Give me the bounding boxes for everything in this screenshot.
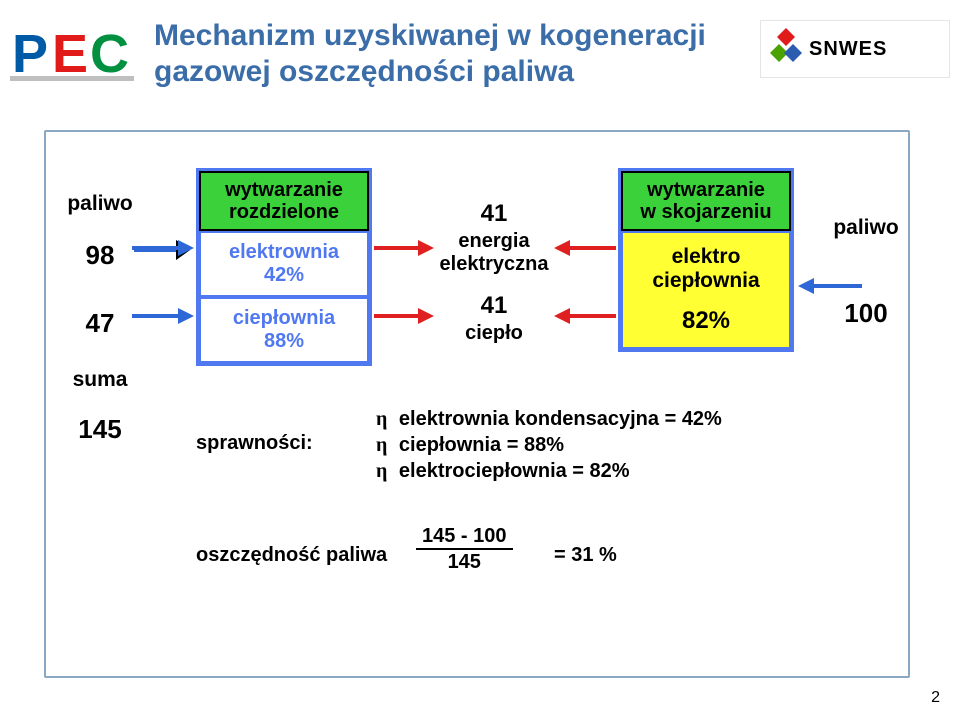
arrow-red-energy-icon — [374, 236, 438, 260]
cell-cieplownia: ciepłownia 88% — [199, 297, 369, 363]
cell-elektrownia-l2: 42% — [207, 264, 361, 287]
col-combined-header: wytwarzaniew skojarzeniu — [621, 171, 791, 231]
label-paliwo-left: paliwo — [60, 192, 140, 216]
pec-logo: P E C — [10, 16, 140, 88]
sum-value: 145 — [60, 414, 140, 445]
snwes-text: SNWES — [809, 38, 887, 61]
output-heat-l1: ciepło — [434, 322, 554, 345]
arrow-to-cieplownia-icon — [132, 304, 198, 328]
fuel-value-100: 100 — [826, 298, 906, 329]
output-energy-l1: energia — [434, 230, 554, 253]
snwes-diamonds-icon — [769, 26, 803, 72]
label-paliwo-right: paliwo — [826, 216, 906, 240]
savings-frac-den: 145 — [416, 550, 513, 572]
eff-line-2-text: ciepłownia = 88% — [399, 434, 564, 456]
eff-line-2: η ciepłownia = 88% — [376, 434, 564, 457]
slide-header: P E C Mechanizm uzyskiwanej w kogeneracj… — [10, 12, 950, 108]
cell-ec-l1: elektro — [629, 245, 783, 269]
eta-1: η — [376, 408, 387, 430]
cell-elektrownia: elektrownia 42% — [199, 231, 369, 297]
label-sprawnosci: sprawności: — [196, 432, 313, 455]
arrow-red-heat-icon — [374, 304, 438, 328]
diagram-panel: paliwo 98 47 suma 145 .arrow-blue::after… — [44, 130, 910, 678]
cell-cieplownia-l2: 88% — [207, 330, 361, 353]
pec-p: P — [12, 24, 48, 84]
eta-3: η — [376, 460, 387, 482]
arrow-to-elektrownia-icon — [132, 236, 198, 260]
pec-c: C — [90, 24, 129, 84]
slide-number: 2 — [931, 689, 940, 707]
fuel-value-47: 47 — [60, 308, 140, 339]
cell-ec-l3: 82% — [629, 307, 783, 335]
col-separated-header: wytwarzanierozdzielone — [199, 171, 369, 231]
cell-ec-l2: ciepłownia — [629, 269, 783, 293]
col-separated-header-text: wytwarzanierozdzielone — [225, 179, 343, 223]
arrow-blue-right-icon — [796, 274, 862, 298]
col-combined-header-text: wytwarzaniew skojarzeniu — [640, 179, 771, 223]
arrow-red-energy-rev-icon — [552, 236, 616, 260]
cell-ec: elektro ciepłownia 82% — [621, 231, 791, 349]
eff-line-3: η elektrociepłownia = 82% — [376, 460, 630, 483]
label-suma: suma — [60, 368, 140, 392]
eta-2: η — [376, 434, 387, 456]
eff-line-3-text: elektrociepłownia = 82% — [399, 460, 630, 482]
snwes-logo: SNWES — [760, 20, 950, 78]
savings-result: = 31 % — [554, 544, 617, 567]
output-energy-num: 41 — [434, 200, 554, 228]
cell-elektrownia-l1: elektrownia — [207, 241, 361, 264]
col-separated: wytwarzanierozdzielone elektrownia 42% c… — [196, 168, 372, 366]
output-heat-num: 41 — [434, 292, 554, 320]
eff-line-1-text: elektrownia kondensacyjna = 42% — [399, 408, 722, 430]
pec-e: E — [52, 24, 88, 84]
arrow-red-heat-rev-icon — [552, 304, 616, 328]
label-savings: oszczędność paliwa — [196, 544, 387, 567]
slide-title: Mechanizm uzyskiwanej w kogeneracji gazo… — [154, 18, 764, 90]
slide: P E C Mechanizm uzyskiwanej w kogeneracj… — [0, 0, 960, 717]
col-combined: wytwarzaniew skojarzeniu elektro ciepłow… — [618, 168, 794, 352]
output-heat: 41 ciepło — [434, 292, 554, 345]
eff-line-1: η elektrownia kondensacyjna = 42% — [376, 408, 722, 431]
output-energy: 41 energia elektryczna — [434, 200, 554, 276]
cell-cieplownia-l1: ciepłownia — [207, 307, 361, 330]
savings-fraction: 145 - 100 145 — [416, 526, 513, 572]
fuel-value-98: 98 — [60, 240, 140, 271]
savings-frac-num: 145 - 100 — [416, 526, 513, 550]
output-energy-l2: elektryczna — [434, 253, 554, 276]
